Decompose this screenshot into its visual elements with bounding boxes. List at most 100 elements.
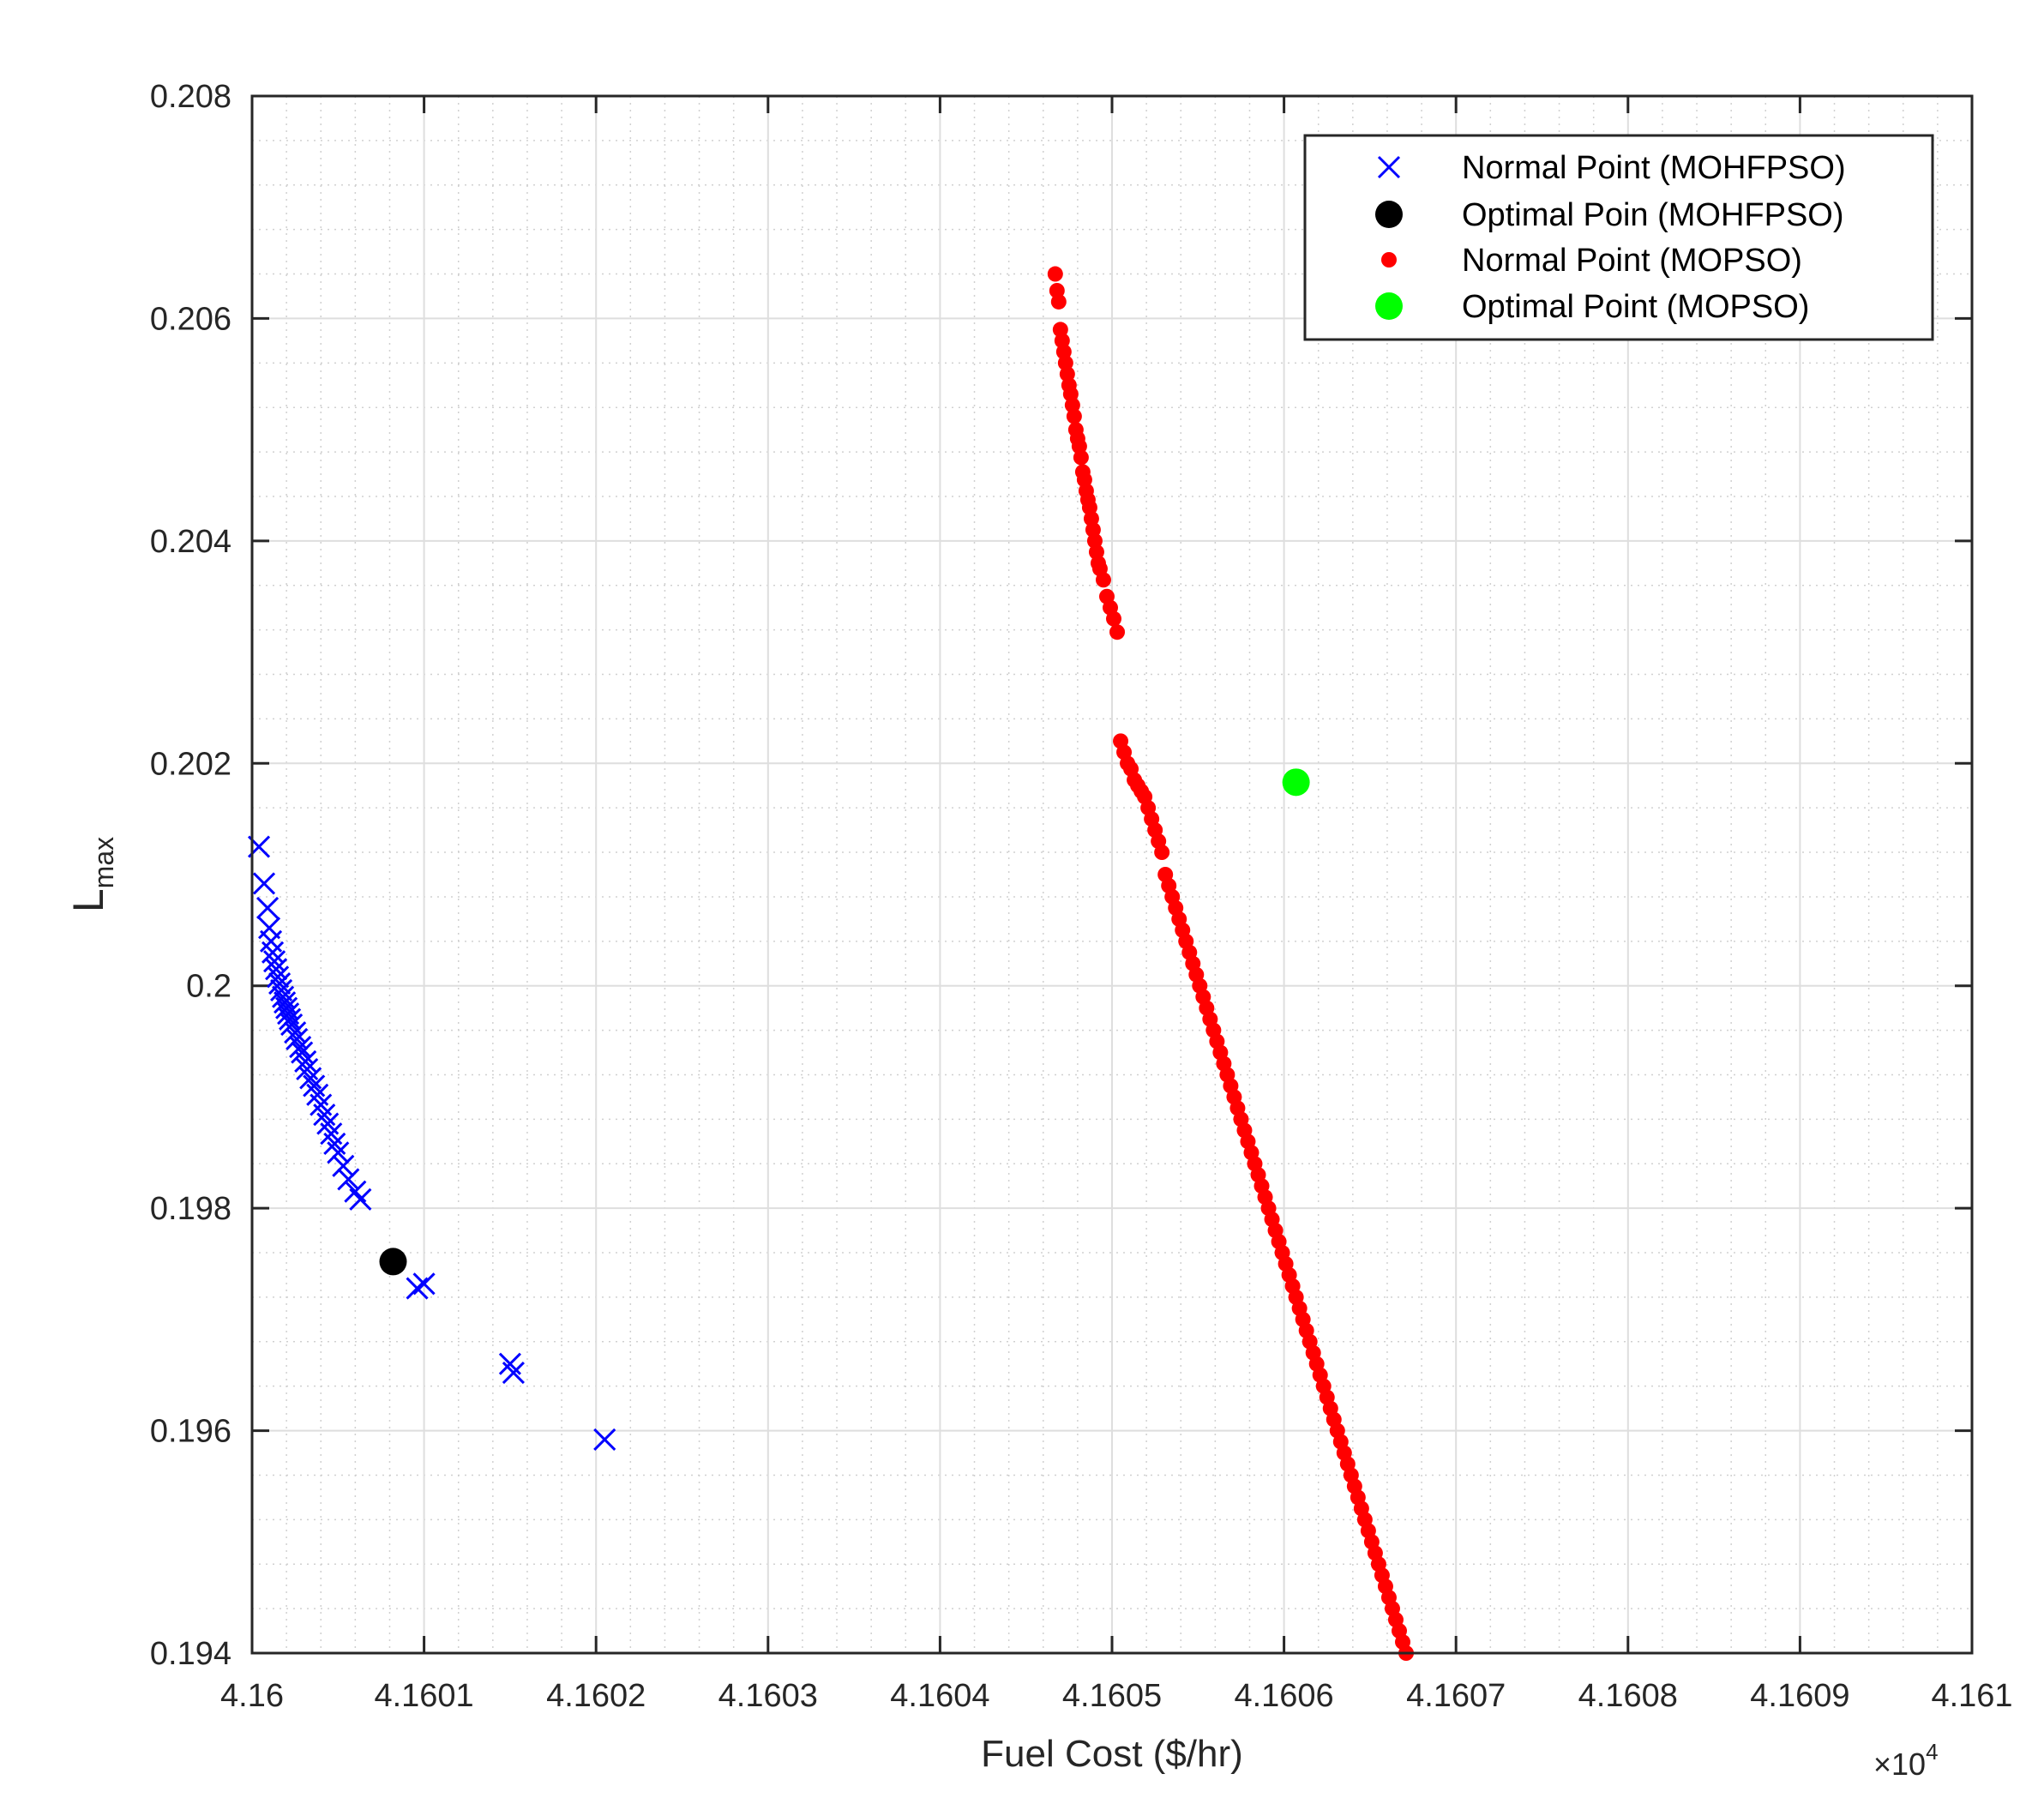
series-2 xyxy=(1047,266,1415,1661)
data-point xyxy=(1073,449,1089,466)
y-tick-label: 0.2 xyxy=(186,969,231,1005)
x-marker-stroke xyxy=(257,917,281,940)
x-marker-stroke xyxy=(306,1083,329,1106)
legend: Normal Point (MOHFPSO) Optimal Poin (MOHF… xyxy=(1303,134,1934,341)
x-tick-label: 4.161 xyxy=(1931,1678,2012,1714)
data-point xyxy=(406,1277,429,1300)
data-point xyxy=(284,1021,307,1044)
data-point xyxy=(412,1272,436,1296)
y-axis-label-main: L xyxy=(64,888,112,912)
x-marker-stroke xyxy=(412,1272,436,1296)
plot-frame xyxy=(250,94,1974,1655)
x-tick-label: 4.1601 xyxy=(374,1678,473,1714)
data-point xyxy=(1106,610,1122,627)
x-marker-stroke xyxy=(272,985,295,1008)
data-point xyxy=(1154,845,1170,861)
x-tick-label: 4.1608 xyxy=(1578,1678,1678,1714)
legend-marker xyxy=(1377,155,1401,179)
y-tick-label: 0.208 xyxy=(150,79,231,115)
data-point xyxy=(256,896,280,919)
data-point xyxy=(252,872,276,895)
minor-grid xyxy=(252,96,1972,1653)
data-point xyxy=(294,1049,317,1073)
x-marker-stroke xyxy=(265,958,288,981)
series-1 xyxy=(379,1248,407,1276)
series-0 xyxy=(247,835,616,1452)
x-axis-label: Fuel Cost ($/hr) xyxy=(981,1733,1243,1775)
data-point xyxy=(349,1188,372,1211)
data-point xyxy=(299,1067,322,1090)
x-marker-stroke xyxy=(274,991,297,1014)
x-marker-stroke xyxy=(291,1041,314,1064)
x-marker-stroke xyxy=(406,1277,429,1300)
x-marker-stroke xyxy=(316,1112,340,1135)
legend-marker xyxy=(1375,292,1403,320)
x-marker-stroke xyxy=(280,1013,304,1037)
x-tick-label: 4.16 xyxy=(220,1678,284,1714)
y-tick-label: 0.204 xyxy=(150,524,231,560)
data-point xyxy=(286,1027,309,1051)
x-tick-label: 4.1603 xyxy=(718,1678,818,1714)
x-marker-stroke xyxy=(320,1122,343,1146)
y-axis-label: Lmax xyxy=(64,837,119,912)
data-point xyxy=(327,1141,350,1164)
data-point xyxy=(337,1168,360,1191)
data-point xyxy=(265,958,288,981)
data-point xyxy=(270,978,293,1001)
x-marker-stroke xyxy=(294,1049,317,1073)
series-3 xyxy=(1282,768,1310,797)
x-tick-label: 4.1607 xyxy=(1406,1678,1506,1714)
x-marker-stroke xyxy=(327,1141,350,1164)
x-marker-stroke xyxy=(313,1103,336,1127)
x-marker-stroke xyxy=(337,1168,360,1191)
y-tick-label: 0.198 xyxy=(150,1191,231,1227)
y-tick-label: 0.202 xyxy=(150,746,231,782)
x-multiplier-base: ×10 xyxy=(1873,1747,1926,1782)
x-marker-stroke xyxy=(323,1132,346,1155)
y-tick-labels: 0.194 0.196 0.198 0.2 0.202 0.204 0.206 0.208 xyxy=(150,79,231,1672)
legend-marker xyxy=(1381,252,1397,268)
x-tick-labels: 4.16 4.1601 4.1602 4.1603 4.1604 4.1605 4.1606… xyxy=(220,1678,2013,1714)
x-marker-stroke xyxy=(260,929,283,953)
x-marker-stroke xyxy=(270,978,293,1001)
legend-label: Normal Point (MOPSO) xyxy=(1462,243,1802,279)
series-layer xyxy=(247,266,1415,1661)
y-axis-label-sub: max xyxy=(88,837,119,888)
x-marker-stroke xyxy=(349,1188,372,1211)
data-point xyxy=(379,1248,407,1276)
x-marker-stroke xyxy=(344,1180,367,1203)
x-multiplier-label: ×104 xyxy=(1873,1739,1939,1782)
x-marker-stroke xyxy=(279,1007,302,1031)
x-marker-stroke xyxy=(289,1035,312,1059)
x-marker-stroke xyxy=(310,1093,333,1116)
x-marker-stroke xyxy=(1377,155,1401,179)
data-point xyxy=(332,1154,355,1177)
x-tick-label: 4.1604 xyxy=(890,1678,989,1714)
x-marker-stroke xyxy=(256,896,280,919)
data-point xyxy=(1109,624,1126,640)
data-point xyxy=(279,1007,302,1031)
x-tick-label: 4.1605 xyxy=(1062,1678,1162,1714)
data-point xyxy=(267,965,290,989)
data-point xyxy=(1050,293,1067,310)
data-point xyxy=(1095,572,1111,588)
legend-entries: Normal Point (MOHFPSO) Optimal Poin (MOHF… xyxy=(1375,150,1846,325)
x-marker-stroke xyxy=(268,972,292,995)
x-marker-stroke xyxy=(252,872,276,895)
data-point xyxy=(1047,266,1063,282)
x-marker-stroke xyxy=(267,965,290,989)
x-marker-stroke xyxy=(303,1074,326,1097)
x-tick-label: 4.1609 xyxy=(1750,1678,1849,1714)
x-marker-stroke xyxy=(286,1027,309,1051)
data-point xyxy=(268,972,292,995)
x-multiplier-exponent: 4 xyxy=(1926,1739,1938,1765)
data-point xyxy=(1282,768,1310,797)
legend-box xyxy=(1303,134,1934,341)
y-tick-label: 0.194 xyxy=(150,1636,231,1672)
data-point xyxy=(593,1428,616,1452)
x-marker-stroke xyxy=(277,1002,300,1025)
x-tick-label: 4.1602 xyxy=(546,1678,646,1714)
x-marker-stroke xyxy=(593,1428,616,1452)
x-marker-stroke xyxy=(284,1021,307,1044)
